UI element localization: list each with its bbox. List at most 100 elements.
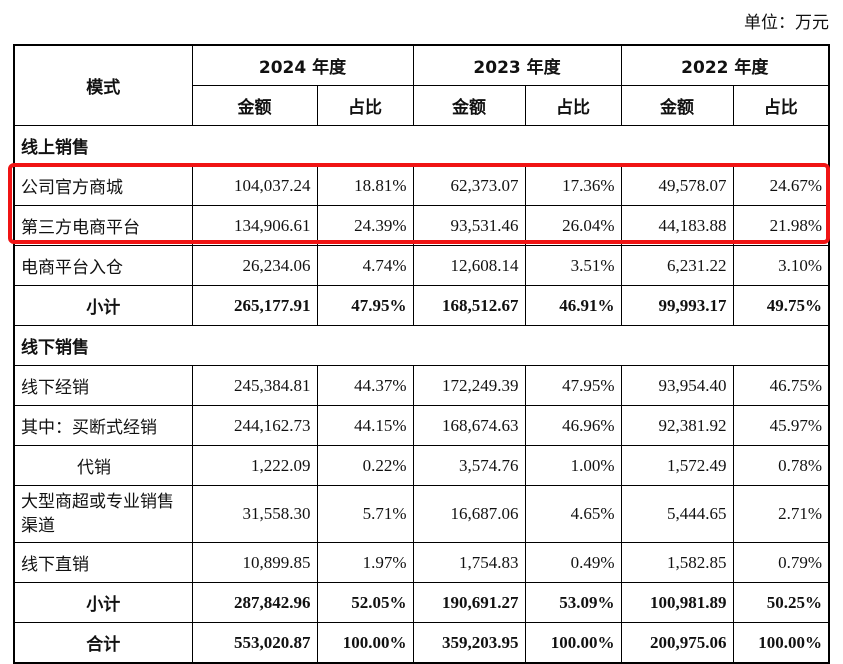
cell: 1.00% xyxy=(524,445,622,486)
unit-label: 单位：万元 xyxy=(744,13,829,33)
cell: 134,906.61 xyxy=(191,205,318,246)
cell: 47.95% xyxy=(316,285,414,326)
header-ratio: 占比 xyxy=(524,85,622,126)
cell: 104,037.24 xyxy=(191,165,318,206)
cell: 12,608.14 xyxy=(412,245,526,286)
cell: 44.15% xyxy=(316,405,414,446)
cell: 4.65% xyxy=(524,485,622,543)
row-label: 小计 xyxy=(13,285,193,326)
cell: 93,531.46 xyxy=(412,205,526,246)
cell: 3,574.76 xyxy=(412,445,526,486)
cell: 168,674.63 xyxy=(412,405,526,446)
row-label: 小计 xyxy=(13,582,193,623)
subtotal-row: 小计 287,842.96 52.05% 190,691.27 53.09% 1… xyxy=(13,582,830,623)
cell: 46.91% xyxy=(524,285,622,326)
header-year-2023: 2023 年度 xyxy=(412,44,622,86)
highlight-box xyxy=(8,163,830,244)
cell: 168,512.67 xyxy=(412,285,526,326)
cell: 0.79% xyxy=(732,542,830,583)
cell: 287,842.96 xyxy=(191,582,318,623)
header-ratio: 占比 xyxy=(316,85,414,126)
cell: 44,183.88 xyxy=(620,205,734,246)
cell: 4.74% xyxy=(316,245,414,286)
cell: 359,203.95 xyxy=(412,622,526,664)
cell: 52.05% xyxy=(316,582,414,623)
cell: 190,691.27 xyxy=(412,582,526,623)
cell: 1,582.85 xyxy=(620,542,734,583)
cell: 1,222.09 xyxy=(191,445,318,486)
cell: 46.96% xyxy=(524,405,622,446)
table-row: 电商平台入仓 26,234.06 4.74% 12,608.14 3.51% 6… xyxy=(13,245,830,286)
row-label: 公司官方商城 xyxy=(13,165,193,206)
cell: 244,162.73 xyxy=(191,405,318,446)
cell: 3.51% xyxy=(524,245,622,286)
cell: 265,177.91 xyxy=(191,285,318,326)
table-row: 第三方电商平台 134,906.61 24.39% 93,531.46 26.0… xyxy=(13,205,830,246)
row-label: 大型商超或专业销售渠道 xyxy=(13,485,193,543)
header-amount: 金额 xyxy=(412,85,526,126)
section-offline: 线下销售 xyxy=(13,325,830,366)
cell: 100.00% xyxy=(732,622,830,664)
cell: 31,558.30 xyxy=(191,485,318,543)
cell: 5.71% xyxy=(316,485,414,543)
cell: 50.25% xyxy=(732,582,830,623)
row-label: 第三方电商平台 xyxy=(13,205,193,246)
header-amount: 金额 xyxy=(620,85,734,126)
cell: 47.95% xyxy=(524,365,622,406)
table-row: 线下直销 10,899.85 1.97% 1,754.83 0.49% 1,58… xyxy=(13,542,830,583)
cell: 5,444.65 xyxy=(620,485,734,543)
cell: 26.04% xyxy=(524,205,622,246)
cell: 245,384.81 xyxy=(191,365,318,406)
header-ratio: 占比 xyxy=(732,85,830,126)
cell: 92,381.92 xyxy=(620,405,734,446)
cell: 6,231.22 xyxy=(620,245,734,286)
cell: 45.97% xyxy=(732,405,830,446)
cell: 17.36% xyxy=(524,165,622,206)
cell: 21.98% xyxy=(732,205,830,246)
row-label: 合计 xyxy=(13,622,193,664)
cell: 100.00% xyxy=(316,622,414,664)
cell: 99,993.17 xyxy=(620,285,734,326)
cell: 49.75% xyxy=(732,285,830,326)
cell: 100,981.89 xyxy=(620,582,734,623)
table-row: 大型商超或专业销售渠道 31,558.30 5.71% 16,687.06 4.… xyxy=(13,485,830,543)
cell: 16,687.06 xyxy=(412,485,526,543)
header-year-2022: 2022 年度 xyxy=(620,44,830,86)
cell: 1,754.83 xyxy=(412,542,526,583)
row-label: 线下直销 xyxy=(13,542,193,583)
cell: 93,954.40 xyxy=(620,365,734,406)
row-label: 线下经销 xyxy=(13,365,193,406)
cell: 44.37% xyxy=(316,365,414,406)
cell: 24.67% xyxy=(732,165,830,206)
subtotal-row: 小计 265,177.91 47.95% 168,512.67 46.91% 9… xyxy=(13,285,830,326)
row-label: 电商平台入仓 xyxy=(13,245,193,286)
header-mode: 模式 xyxy=(13,44,193,126)
cell: 100.00% xyxy=(524,622,622,664)
cell: 26,234.06 xyxy=(191,245,318,286)
cell: 1.97% xyxy=(316,542,414,583)
cell: 24.39% xyxy=(316,205,414,246)
header-amount: 金额 xyxy=(191,85,318,126)
row-label: 代销 xyxy=(13,445,193,486)
row-label: 其中：买断式经销 xyxy=(13,405,193,446)
cell: 200,975.06 xyxy=(620,622,734,664)
header-year-2024: 2024 年度 xyxy=(191,44,414,86)
cell: 2.71% xyxy=(732,485,830,543)
cell: 3.10% xyxy=(732,245,830,286)
cell: 0.22% xyxy=(316,445,414,486)
cell: 10,899.85 xyxy=(191,542,318,583)
total-row: 合计 553,020.87 100.00% 359,203.95 100.00%… xyxy=(13,622,830,664)
cell: 172,249.39 xyxy=(412,365,526,406)
cell: 0.49% xyxy=(524,542,622,583)
sales-mode-table: 模式 2024 年度 2023 年度 2022 年度 金额 占比 金额 占比 金… xyxy=(13,44,831,664)
cell: 46.75% xyxy=(732,365,830,406)
cell: 553,020.87 xyxy=(191,622,318,664)
table-row: 其中：买断式经销 244,162.73 44.15% 168,674.63 46… xyxy=(13,405,830,446)
cell: 53.09% xyxy=(524,582,622,623)
table-row: 公司官方商城 104,037.24 18.81% 62,373.07 17.36… xyxy=(13,165,830,206)
table-row: 代销 1,222.09 0.22% 3,574.76 1.00% 1,572.4… xyxy=(13,445,830,486)
table-row: 线下经销 245,384.81 44.37% 172,249.39 47.95%… xyxy=(13,365,830,406)
cell: 1,572.49 xyxy=(620,445,734,486)
section-online: 线上销售 xyxy=(13,125,830,166)
cell: 0.78% xyxy=(732,445,830,486)
